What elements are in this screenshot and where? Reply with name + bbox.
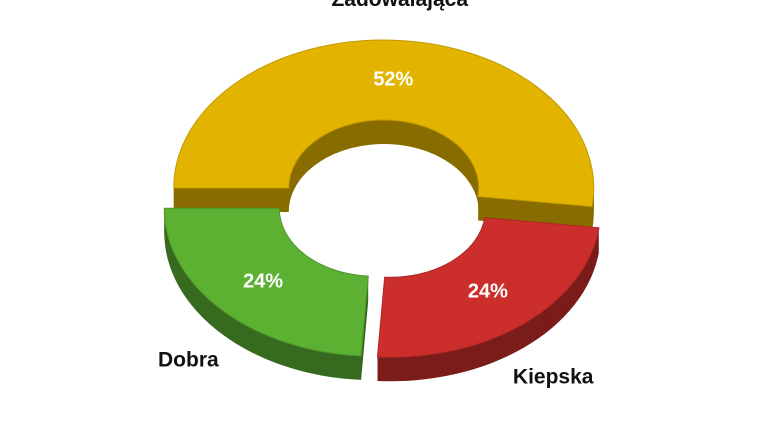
slice bbox=[173, 39, 595, 208]
slice bbox=[376, 217, 600, 358]
category-label: Dobra bbox=[158, 348, 219, 371]
category-label: Zadowalająca bbox=[331, 0, 468, 11]
category-label: Kiepska bbox=[513, 366, 594, 389]
value-label: 24% bbox=[243, 270, 283, 292]
slice bbox=[163, 207, 369, 357]
value-label: 24% bbox=[468, 281, 508, 303]
value-label: 52% bbox=[373, 69, 413, 91]
